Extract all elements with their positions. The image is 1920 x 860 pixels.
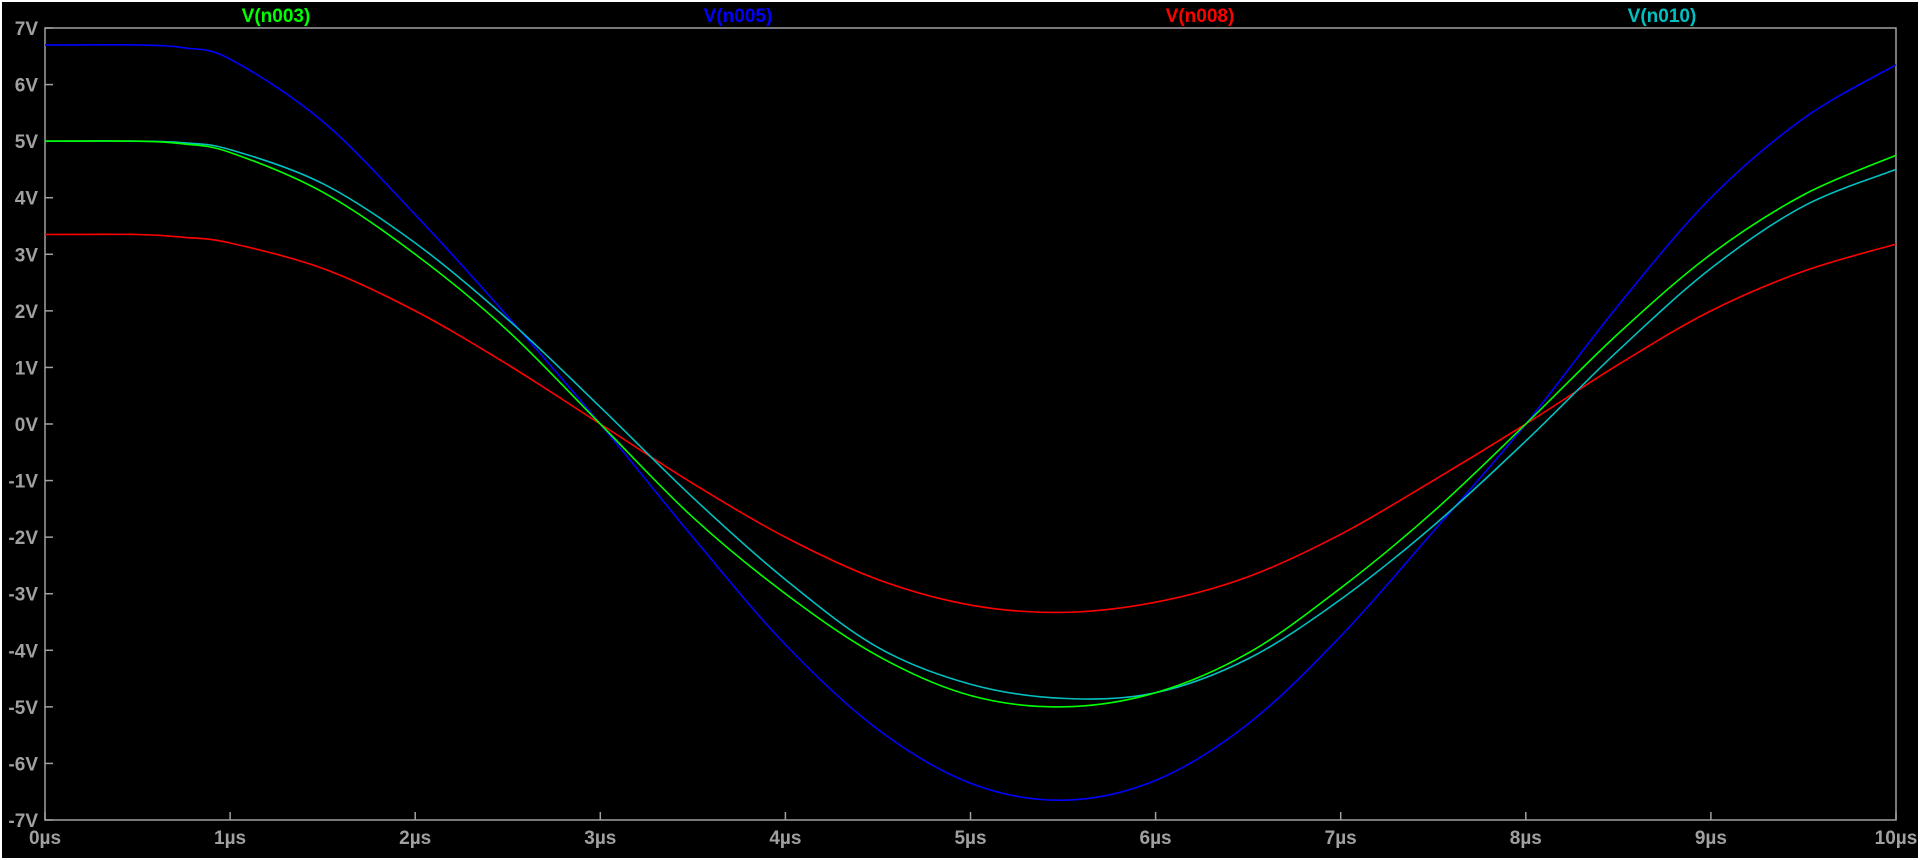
legend-label-v-n005[interactable]: V(n005) [704, 6, 773, 27]
y-tick-label: -6V [8, 754, 38, 775]
y-tick-label: -5V [8, 698, 38, 719]
x-tick-label: 0µs [29, 828, 61, 849]
x-tick-label: 10µs [1875, 828, 1918, 849]
y-tick-label: -4V [8, 641, 38, 662]
y-tick-label: -1V [8, 472, 38, 493]
legend-label-v-n003[interactable]: V(n003) [242, 6, 311, 27]
x-tick-label: 1µs [214, 828, 246, 849]
y-tick-label: -7V [8, 811, 38, 832]
legend-label-v-n008[interactable]: V(n008) [1166, 6, 1235, 27]
x-tick-label: 5µs [954, 828, 986, 849]
x-tick-label: 8µs [1510, 828, 1542, 849]
y-tick-label: 4V [15, 189, 39, 210]
y-tick-label: 2V [15, 302, 39, 323]
y-tick-label: -2V [8, 528, 38, 549]
trace-v-n005[interactable] [44, 43, 1897, 802]
legend-label-v-n010[interactable]: V(n010) [1628, 6, 1697, 27]
x-tick-label: 4µs [769, 828, 801, 849]
x-tick-label: 7µs [1325, 828, 1357, 849]
x-tick-label: 6µs [1140, 828, 1172, 849]
trace-v-n008[interactable] [44, 233, 1897, 614]
y-tick-label: 1V [15, 358, 39, 379]
y-tick-label: 6V [15, 76, 39, 97]
y-tick-label: 3V [15, 245, 39, 266]
y-tick-label: 5V [15, 132, 39, 153]
x-tick-label: 9µs [1695, 828, 1727, 849]
y-tick-label: 7V [15, 19, 39, 40]
trace-v-n003[interactable] [44, 140, 1897, 708]
y-tick-label: 0V [15, 415, 39, 436]
trace-v-n010[interactable] [44, 140, 1897, 700]
x-tick-label: 3µs [584, 828, 616, 849]
y-tick-label: -3V [8, 585, 38, 606]
plot-frame [44, 27, 1897, 821]
x-tick-label: 2µs [399, 828, 431, 849]
